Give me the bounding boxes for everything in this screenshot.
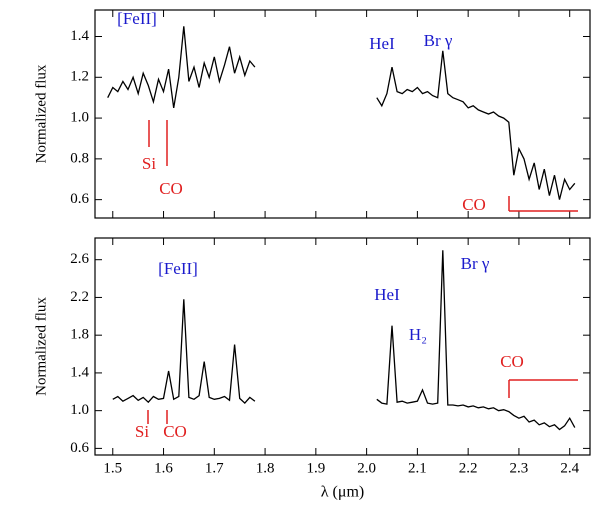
annotation: CO — [159, 179, 183, 198]
x-tick-label: 1.7 — [205, 460, 224, 476]
x-tick-label: 1.9 — [306, 460, 325, 476]
annotation: CO — [163, 422, 187, 441]
spectrum — [107, 26, 256, 109]
y-tick-label: 2.6 — [70, 251, 89, 267]
annotation: CO — [500, 352, 524, 371]
y-axis-label: Normalized flux — [33, 64, 49, 163]
annotation: Si — [135, 422, 149, 441]
x-tick-label: 1.6 — [154, 460, 173, 476]
x-tick-label: 1.5 — [103, 460, 122, 476]
annotation: Br γ — [461, 254, 490, 273]
annotation: Br γ — [424, 31, 453, 50]
annotation: HeI — [369, 34, 395, 53]
spectrum — [376, 250, 576, 431]
x-tick-label: 2.3 — [510, 460, 529, 476]
annotation: CO — [462, 195, 486, 214]
x-tick-label: 2.0 — [357, 460, 376, 476]
y-tick-label: 0.8 — [70, 150, 89, 166]
annotation: [FeII] — [117, 9, 157, 28]
annotation: Si — [142, 154, 156, 173]
y-tick-label: 1.0 — [70, 402, 89, 418]
y-tick-label: 0.6 — [70, 440, 89, 456]
annotation: HeI — [374, 285, 400, 304]
x-tick-label: 2.2 — [459, 460, 478, 476]
annotation: [FeII] — [158, 259, 198, 278]
y-axis-label: Normalized flux — [33, 297, 49, 396]
y-tick-label: 1.4 — [70, 28, 89, 44]
plot-frame — [94, 237, 591, 456]
spectrum — [112, 299, 256, 405]
x-axis-label: λ (μm) — [321, 484, 364, 501]
y-tick-label: 1.8 — [70, 327, 89, 343]
y-tick-label: 1.2 — [70, 69, 89, 85]
x-tick-label: 2.1 — [408, 460, 427, 476]
x-tick-label: 1.8 — [256, 460, 275, 476]
spectrum — [376, 50, 576, 200]
y-tick-label: 2.2 — [70, 289, 89, 305]
y-tick-label: 1.4 — [70, 364, 89, 380]
annotation: H₂ — [409, 325, 427, 344]
x-tick-label: 2.4 — [560, 460, 579, 476]
plot-frame — [94, 9, 591, 219]
y-tick-label: 0.6 — [70, 191, 89, 207]
y-tick-label: 1.0 — [70, 110, 89, 126]
